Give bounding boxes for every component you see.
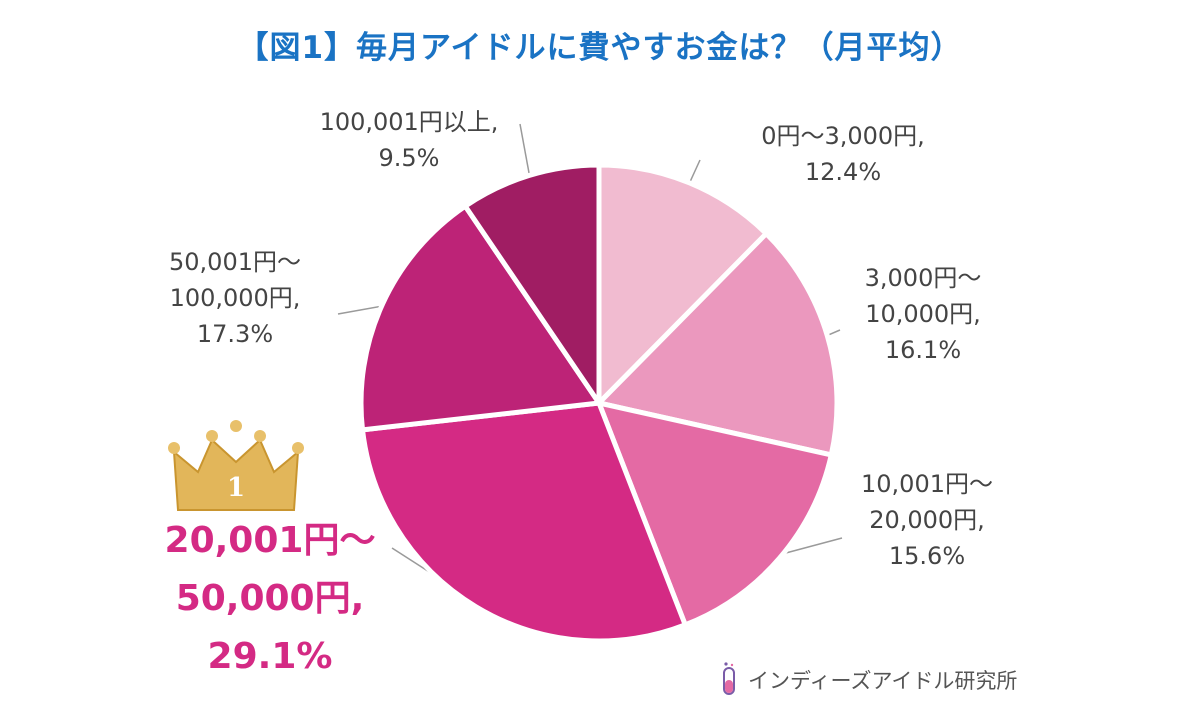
chart-title: 【図1】毎月アイドルに費やすお金は？（月平均） xyxy=(237,30,963,66)
slice-label-line: 9.5% xyxy=(378,144,440,172)
slice-label-line: 3,000円〜 xyxy=(864,264,982,292)
slice-label: 3,000円〜 10,000円, 16.1% xyxy=(838,260,1008,368)
pie-slice xyxy=(596,400,834,628)
slice-label: 50,001円〜 100,000円, 17.3% xyxy=(150,244,320,352)
slice-label: 10,001円〜 20,000円, 15.6% xyxy=(842,466,1012,574)
slice-label-line: 15.6% xyxy=(888,542,966,570)
slice-label-line: 17.3% xyxy=(196,320,274,348)
pie-slices xyxy=(358,162,840,644)
pie-slice xyxy=(462,162,602,406)
leader-line xyxy=(519,123,531,180)
logo-text: インディーズアイドル研究所 xyxy=(748,669,1018,693)
slice-label-line: 20,000円, xyxy=(869,506,985,534)
crown-icon: 1 xyxy=(168,420,304,511)
slice-label-line: 50,001円〜 xyxy=(169,248,301,276)
slice-label-line: 100,000円, xyxy=(169,284,301,312)
slice-label-line: 10,001円〜 xyxy=(861,470,993,498)
leader-line xyxy=(776,537,843,557)
pie-slice xyxy=(596,231,840,458)
slice-label: 20,001円〜 50,000円, 29.1% xyxy=(140,512,400,686)
slice-label-line: 0円〜3,000円, xyxy=(761,122,925,150)
rank-number: 1 xyxy=(227,473,245,503)
logo: インディーズアイドル研究所 xyxy=(718,662,1017,698)
slice-label-line: 50,000円, xyxy=(175,578,365,619)
slice-label-line: 10,000円, xyxy=(865,300,981,328)
pie-slice xyxy=(358,203,602,433)
slice-label-line: 12.4% xyxy=(804,158,882,186)
slice-label-line: 100,001円以上, xyxy=(319,108,499,136)
slice-label: 100,001円以上, 9.5% xyxy=(294,104,524,176)
slice-label-line: 29.1% xyxy=(207,636,333,677)
pie-slice xyxy=(596,162,769,406)
slice-label-line: 16.1% xyxy=(884,336,962,364)
slice-label-line: 20,001円〜 xyxy=(164,520,376,561)
leader-line xyxy=(337,304,387,315)
test-tube-icon xyxy=(723,662,735,695)
pie-slice xyxy=(360,400,688,644)
slice-label: 0円〜3,000円, 12.4% xyxy=(738,118,948,190)
